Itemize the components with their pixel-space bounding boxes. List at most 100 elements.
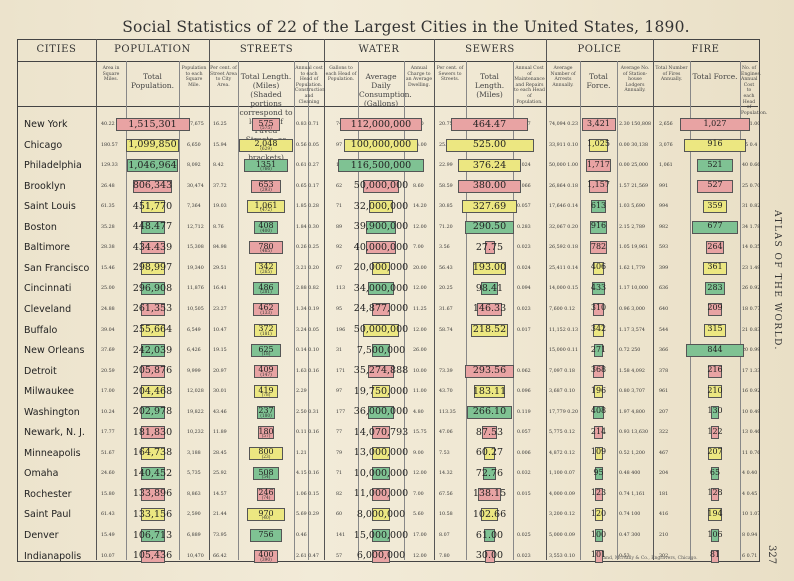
- police-force-value: 408: [590, 406, 607, 416]
- police-arrests: 1,100 0.07: [549, 471, 575, 477]
- water-consumption-value: 13,000,000: [353, 447, 409, 459]
- street-length-bar: [253, 302, 279, 316]
- police-lodgers: 0.00 25,000: [619, 163, 648, 169]
- police-lodgers: 0.48 400: [619, 471, 641, 477]
- population-bar: [140, 508, 165, 522]
- fire-force-bar: [702, 200, 728, 214]
- fire-cost: 4 0.40: [742, 471, 758, 477]
- population-bar: [140, 405, 165, 419]
- water-gallons: 177: [336, 409, 346, 415]
- street-area-percent: 19.15: [213, 348, 227, 354]
- water-consumption-bar: [371, 302, 391, 316]
- police-lodgers: 0.96 3,000: [619, 306, 645, 312]
- fire-force-value: 130: [707, 406, 723, 416]
- water-gallons: 113: [336, 286, 346, 292]
- police-arrests: 14,000 0.15: [549, 286, 578, 292]
- police-lodgers: 1.17 10,000: [619, 286, 648, 292]
- water-consumption-value: 19,750,000: [353, 385, 409, 397]
- column-subheader: Average Number of Arrests Annually.: [550, 66, 576, 88]
- street-length-value: 1351: [255, 159, 277, 169]
- police-arrests: 25,411 0.14: [549, 265, 578, 271]
- area-value: 61.43: [101, 512, 115, 518]
- column-subheader: Total Number of Fires Annually.: [655, 66, 688, 83]
- column-divider: [740, 61, 741, 560]
- police-force-value: 95: [593, 467, 604, 477]
- sewer-length-bar: [477, 487, 502, 501]
- sewer-cost: 0.024: [517, 265, 531, 271]
- fire-force-bar: [710, 405, 720, 419]
- sewer-percent: 47.06: [439, 430, 453, 436]
- sewer-length-value: 30.00: [475, 550, 504, 562]
- police-force-value: 120: [590, 508, 607, 518]
- street-cost: 3.24 0.05: [296, 327, 319, 333]
- header-water: WATER: [324, 39, 434, 62]
- sewer-percent: 67.56: [439, 491, 453, 497]
- sewer-percent: 3.56: [439, 245, 450, 251]
- sewer-length-bar: [484, 241, 495, 255]
- population-bar: [140, 364, 165, 378]
- water-consumption-bar: [372, 426, 390, 440]
- population-per-sq-mile: 37,675: [187, 122, 204, 127]
- police-lodgers: 1.03 5,690: [619, 204, 645, 210]
- population-bar: [140, 549, 165, 563]
- street-length-bar: [254, 549, 278, 563]
- population-per-sq-mile: 6,426: [187, 348, 201, 354]
- police-force-value: 916: [590, 221, 607, 231]
- street-length-bar: [249, 241, 283, 255]
- street-paved-value: (40): [261, 516, 271, 522]
- street-length-bar: [249, 446, 283, 460]
- street-length-value: 2,048: [254, 139, 278, 149]
- police-force-value: 109: [590, 447, 607, 457]
- street-cost: 0.46: [296, 533, 307, 538]
- city-name: Indianapolis: [24, 550, 82, 562]
- fire-cost: 62 1.00: [742, 122, 761, 127]
- street-cost: 1.21: [296, 450, 307, 456]
- fire-force-bar: [711, 467, 719, 481]
- sewer-percent: 56.43: [439, 265, 453, 271]
- sewer-length-value: 266.10: [472, 406, 507, 418]
- sewer-length-bar: [484, 446, 495, 460]
- water-consumption-bar: [338, 159, 424, 173]
- fire-count: 1,061: [659, 163, 673, 169]
- water-charge: 12.00: [413, 224, 427, 230]
- street-length-bar: [239, 138, 293, 152]
- sewer-cost: 0.032: [517, 471, 531, 477]
- fire-count: 544: [659, 327, 669, 333]
- fire-force-value: 207: [707, 447, 723, 457]
- police-arrests: 74,094 0.23: [549, 122, 578, 127]
- column-subheader: Per cent. of Sewers to Streets.: [436, 66, 464, 83]
- fire-force-value: 106: [707, 529, 723, 539]
- fire-force-bar: [707, 385, 723, 399]
- street-paved-value: (78): [261, 393, 271, 399]
- street-length-value: 800: [258, 447, 274, 457]
- police-force-value: 101: [590, 550, 607, 560]
- street-cost: 1.63 0.16: [296, 368, 319, 374]
- population-per-sq-mile: 12,712: [187, 224, 204, 230]
- water-gallons: 196: [336, 327, 346, 333]
- street-length-bar: [251, 118, 281, 131]
- sewer-length-bar: [482, 426, 497, 440]
- sewer-cost: 0.023: [517, 306, 531, 312]
- water-gallons: 60: [336, 512, 343, 518]
- fire-force-value: 916: [707, 139, 723, 149]
- water-charge: 8.60: [413, 183, 424, 189]
- sewer-percent: 14.32: [439, 471, 453, 477]
- sewer-cost: 0.025: [517, 533, 531, 538]
- fire-count: 378: [659, 368, 669, 374]
- city-name: Cincinnati: [24, 283, 72, 295]
- police-force-bar: [593, 344, 604, 358]
- street-area-percent: 14.57: [213, 491, 227, 497]
- sewer-percent: 113.35: [439, 409, 456, 415]
- police-force-value: 100: [590, 529, 607, 539]
- police-force-value: 342: [590, 324, 607, 333]
- water-charge: 12.00: [413, 327, 427, 333]
- water-consumption-bar: [344, 138, 418, 152]
- fire-count: 640: [659, 306, 669, 312]
- column-divider: [580, 61, 581, 560]
- fire-cost: 26 0.92: [742, 286, 761, 292]
- street-length-bar: [254, 323, 278, 337]
- police-arrests: 50,000 1.00: [549, 163, 578, 169]
- street-paved-value: (18): [261, 352, 271, 358]
- area-value: 15.80: [101, 491, 115, 497]
- street-area-percent: 16.25: [213, 122, 227, 127]
